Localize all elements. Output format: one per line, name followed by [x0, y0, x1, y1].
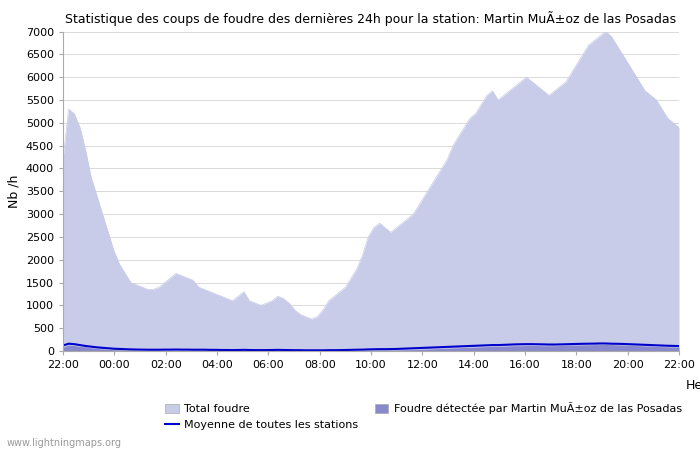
Text: Heure: Heure [686, 379, 700, 392]
Y-axis label: Nb /h: Nb /h [7, 175, 20, 208]
Legend: Total foudre, Moyenne de toutes les stations, Foudre détectée par Martin MuÃ±oz : Total foudre, Moyenne de toutes les stat… [161, 398, 687, 435]
Text: www.lightningmaps.org: www.lightningmaps.org [7, 438, 122, 448]
Title: Statistique des coups de foudre des dernières 24h pour la station: Martin MuÃ±oz: Statistique des coups de foudre des dern… [65, 11, 677, 26]
